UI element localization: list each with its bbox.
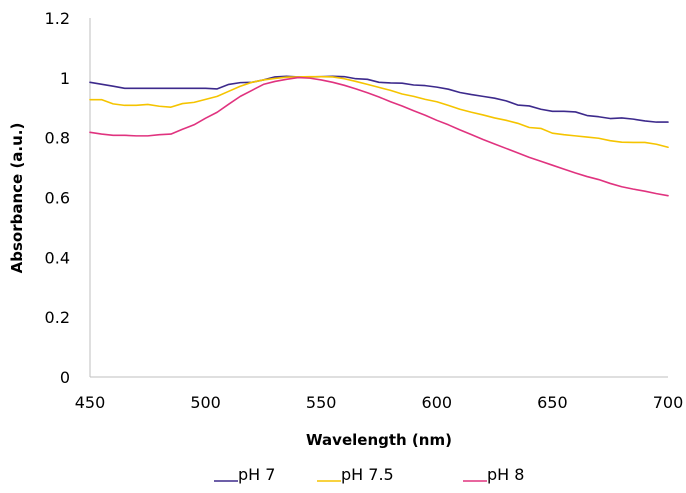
legend-label: pH 7.5 [341,465,394,484]
y-tick-label: 1.2 [45,9,70,28]
legend-label: pH 7 [238,465,275,484]
series-lines [89,75,669,197]
y-tick-label: 0.8 [45,129,70,148]
series-line-3 [89,76,669,197]
x-tick-label: 650 [537,393,568,412]
x-tick-label: 500 [190,393,221,412]
x-tick-label: 700 [653,393,684,412]
y-tick-label: 1 [60,69,70,88]
x-tick-label: 550 [306,393,337,412]
tick-labels: 0 0.2 0.4 0.6 0.8 1 1.2 450 500 550 600 650 700 [45,9,684,412]
y-tick-label: 0.2 [45,308,70,327]
y-axis-title: Absorbance (a.u.) [8,123,26,274]
x-tick-label: 450 [75,393,106,412]
x-axis-title: Wavelength (nm) [306,431,452,449]
y-tick-label: 0.6 [45,189,70,208]
axes [89,18,668,378]
series-line-1 [89,75,669,123]
series-line-2 [89,75,669,149]
x-tick-label: 600 [422,393,453,412]
y-tick-label: 0.4 [45,248,70,267]
legend: pH 7 pH 7.5 pH 8 [214,465,524,484]
legend-label: pH 8 [487,465,524,484]
y-tick-label: 0 [60,368,70,387]
